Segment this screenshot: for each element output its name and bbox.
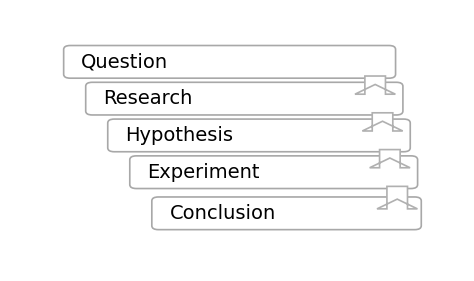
FancyBboxPatch shape: [152, 197, 421, 230]
Text: Question: Question: [82, 52, 168, 71]
Text: Research: Research: [103, 89, 193, 108]
FancyBboxPatch shape: [130, 156, 418, 189]
Polygon shape: [355, 76, 395, 94]
Polygon shape: [377, 186, 418, 209]
Text: Hypothesis: Hypothesis: [125, 126, 233, 145]
Polygon shape: [370, 149, 410, 168]
Text: Experiment: Experiment: [147, 163, 260, 182]
FancyBboxPatch shape: [64, 46, 396, 78]
Text: Conclusion: Conclusion: [170, 204, 276, 223]
FancyBboxPatch shape: [86, 82, 403, 115]
Polygon shape: [362, 113, 403, 131]
FancyBboxPatch shape: [108, 119, 410, 152]
